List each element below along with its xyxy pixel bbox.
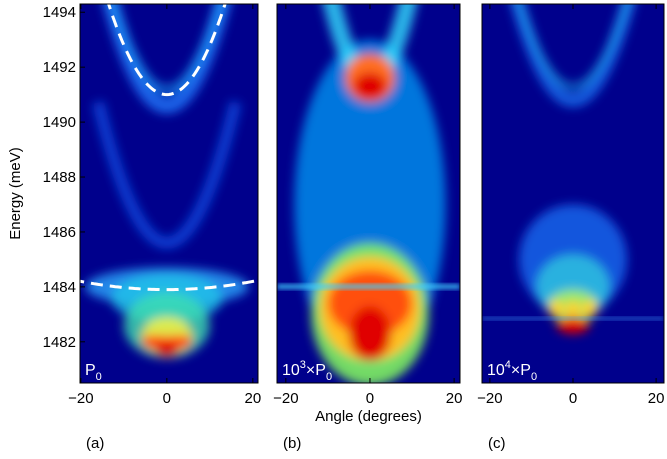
y-tick-label: 1494 — [43, 4, 76, 21]
heatmap — [80, 4, 258, 383]
heatmap — [277, 4, 460, 383]
y-tick-label: 1490 — [43, 114, 76, 131]
y-tick-label: 1492 — [43, 59, 76, 76]
panel-label: (c) — [488, 435, 506, 452]
y-tick-label: 1486 — [43, 224, 76, 241]
panel-label: (a) — [86, 435, 104, 452]
x-tick-label: −20 — [68, 390, 93, 407]
dispersion — [80, 278, 258, 292]
annotation-part: P — [85, 362, 96, 379]
y-tick-label: 1482 — [43, 334, 76, 351]
y-axis-label: Energy (meV) — [7, 147, 24, 240]
intensity-blob — [565, 300, 581, 318]
annotation-part: 10 — [487, 362, 505, 379]
annotation-part: 0 — [531, 371, 537, 383]
x-tick-label: 0 — [366, 390, 374, 407]
annotation-part: ×P — [511, 362, 531, 379]
dispersion — [516, 4, 630, 90]
annotation-part: 0 — [326, 371, 332, 383]
intensity — [510, 4, 636, 334]
intensity-blob — [176, 334, 192, 349]
intensity-blob — [556, 317, 590, 334]
x-tick-label: 20 — [244, 390, 261, 407]
annotation: 104×P0 — [487, 359, 537, 383]
intensity-blob — [348, 306, 392, 362]
plot-frame — [79, 3, 259, 384]
annotation-part: 4 — [505, 359, 511, 371]
plot-frame — [276, 3, 461, 384]
annotation-part: 10 — [282, 362, 300, 379]
horizontal-line — [482, 317, 664, 321]
intensity-blob — [153, 343, 180, 357]
intensity — [85, 4, 249, 359]
dispersion — [107, 4, 227, 97]
dispersion — [92, 100, 242, 249]
annotation: P0 — [85, 362, 102, 383]
x-tick-label: 20 — [648, 390, 665, 407]
intensity-blob — [582, 300, 598, 318]
y-tick-label: 1488 — [43, 169, 76, 186]
y-tick-label: 1484 — [43, 279, 76, 296]
annotation-part: 3 — [300, 359, 306, 371]
x-tick-label: −20 — [477, 390, 502, 407]
annotation-part: 0 — [96, 371, 102, 383]
intensity-blob — [141, 334, 158, 349]
intensity-blob — [548, 300, 564, 318]
panel-label: (b) — [283, 435, 301, 452]
x-tick-label: 0 — [569, 390, 577, 407]
horizontal-line — [277, 284, 460, 290]
dispersion — [109, 4, 225, 94]
x-tick-label: 20 — [446, 390, 463, 407]
annotation: 103×P0 — [282, 359, 332, 383]
intensity-blob — [353, 72, 387, 101]
x-tick-label: −20 — [273, 390, 298, 407]
x-axis-label: Angle (degrees) — [315, 408, 422, 425]
x-tick-label: 0 — [163, 390, 171, 407]
heatmap — [482, 4, 664, 383]
annotation-part: ×P — [306, 362, 326, 379]
